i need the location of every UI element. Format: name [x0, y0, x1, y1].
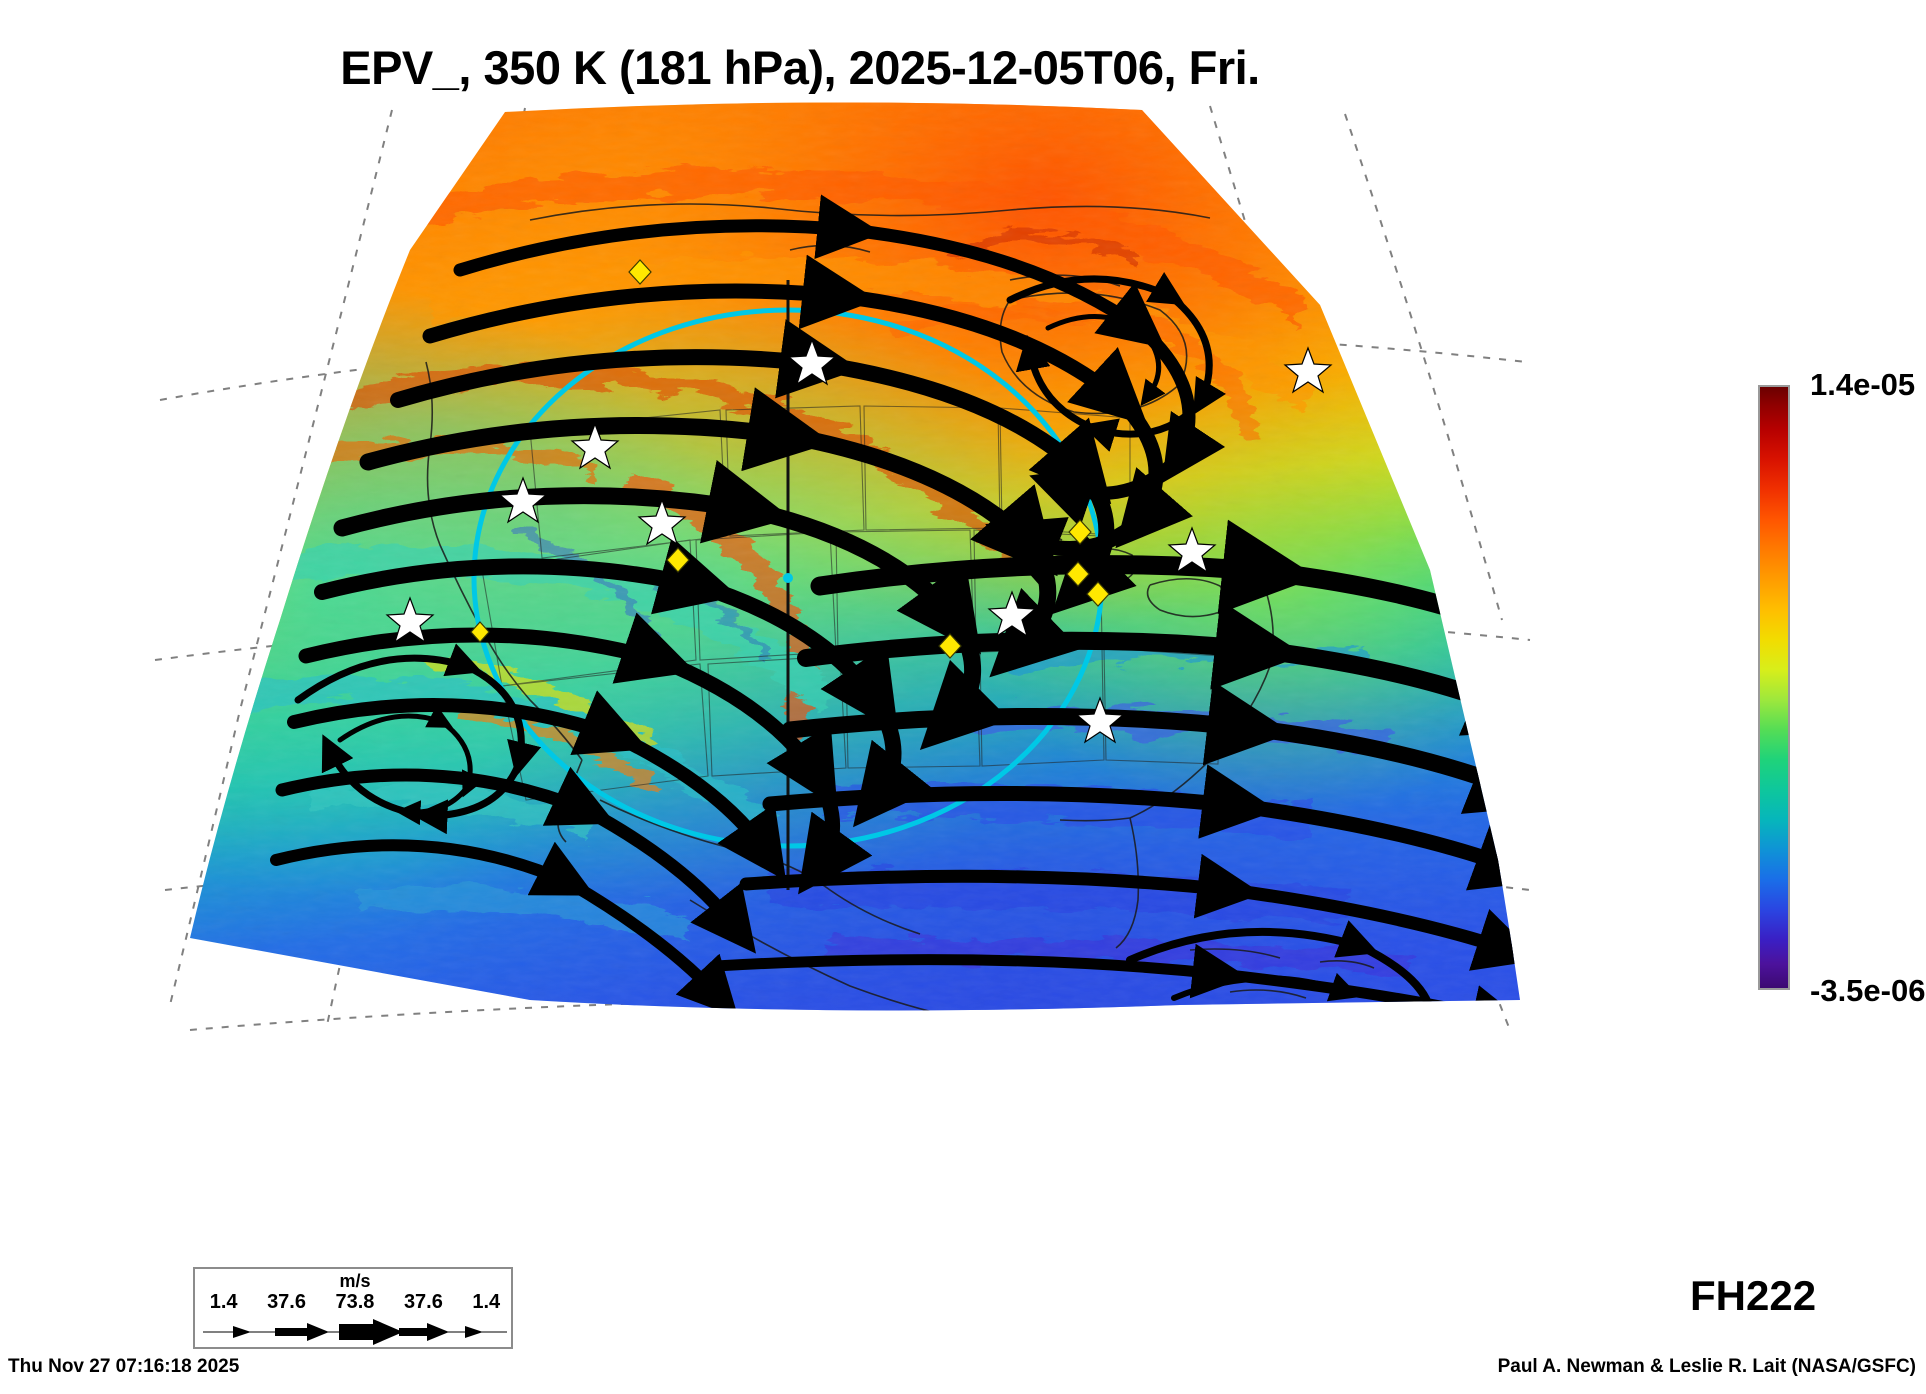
wind-legend-value: 37.6 [403, 1291, 443, 1313]
page-title: EPV_, 350 K (181 hPa), 2025-12-05T06, Fr… [340, 41, 1260, 94]
wind-legend-value: 37.6 [267, 1291, 306, 1313]
forecast-hour-label: FH222 [1690, 1272, 1817, 1319]
generation-timestamp: Thu Nov 27 07:16:18 2025 [8, 1356, 240, 1377]
colorbar-min-label: -3.5e-06 [1810, 973, 1926, 1008]
map-plot-area [130, 100, 1560, 1040]
wind-legend-values: 1.4 37.6 73.8 37.6 1.4 [195, 1291, 515, 1314]
wind-legend-unit: m/s [339, 1271, 371, 1291]
wind-legend-value: 1.4 [209, 1291, 238, 1313]
map-svg [154, 102, 1531, 1031]
wind-legend-value: 1.4 [472, 1291, 501, 1313]
wind-streamlines [270, 194, 1520, 1011]
wind-legend-value: 73.8 [335, 1291, 375, 1313]
colorbar: 1.4e-05 -3.5e-06 [1758, 367, 1925, 1008]
author-credit: Paul A. Newman & Leslie R. Lait (NASA/GS… [1497, 1356, 1916, 1377]
wind-speed-legend: m/s 1.4 37.6 73.8 37.6 1.4 [193, 1267, 513, 1349]
wind-legend-arrow-scale [203, 1319, 507, 1345]
station-markers [385, 259, 1333, 744]
diamond-marker [470, 259, 1110, 659]
colorbar-max-label: 1.4e-05 [1810, 367, 1916, 402]
colorbar-gradient [1758, 385, 1790, 990]
star-marker [385, 338, 1333, 744]
